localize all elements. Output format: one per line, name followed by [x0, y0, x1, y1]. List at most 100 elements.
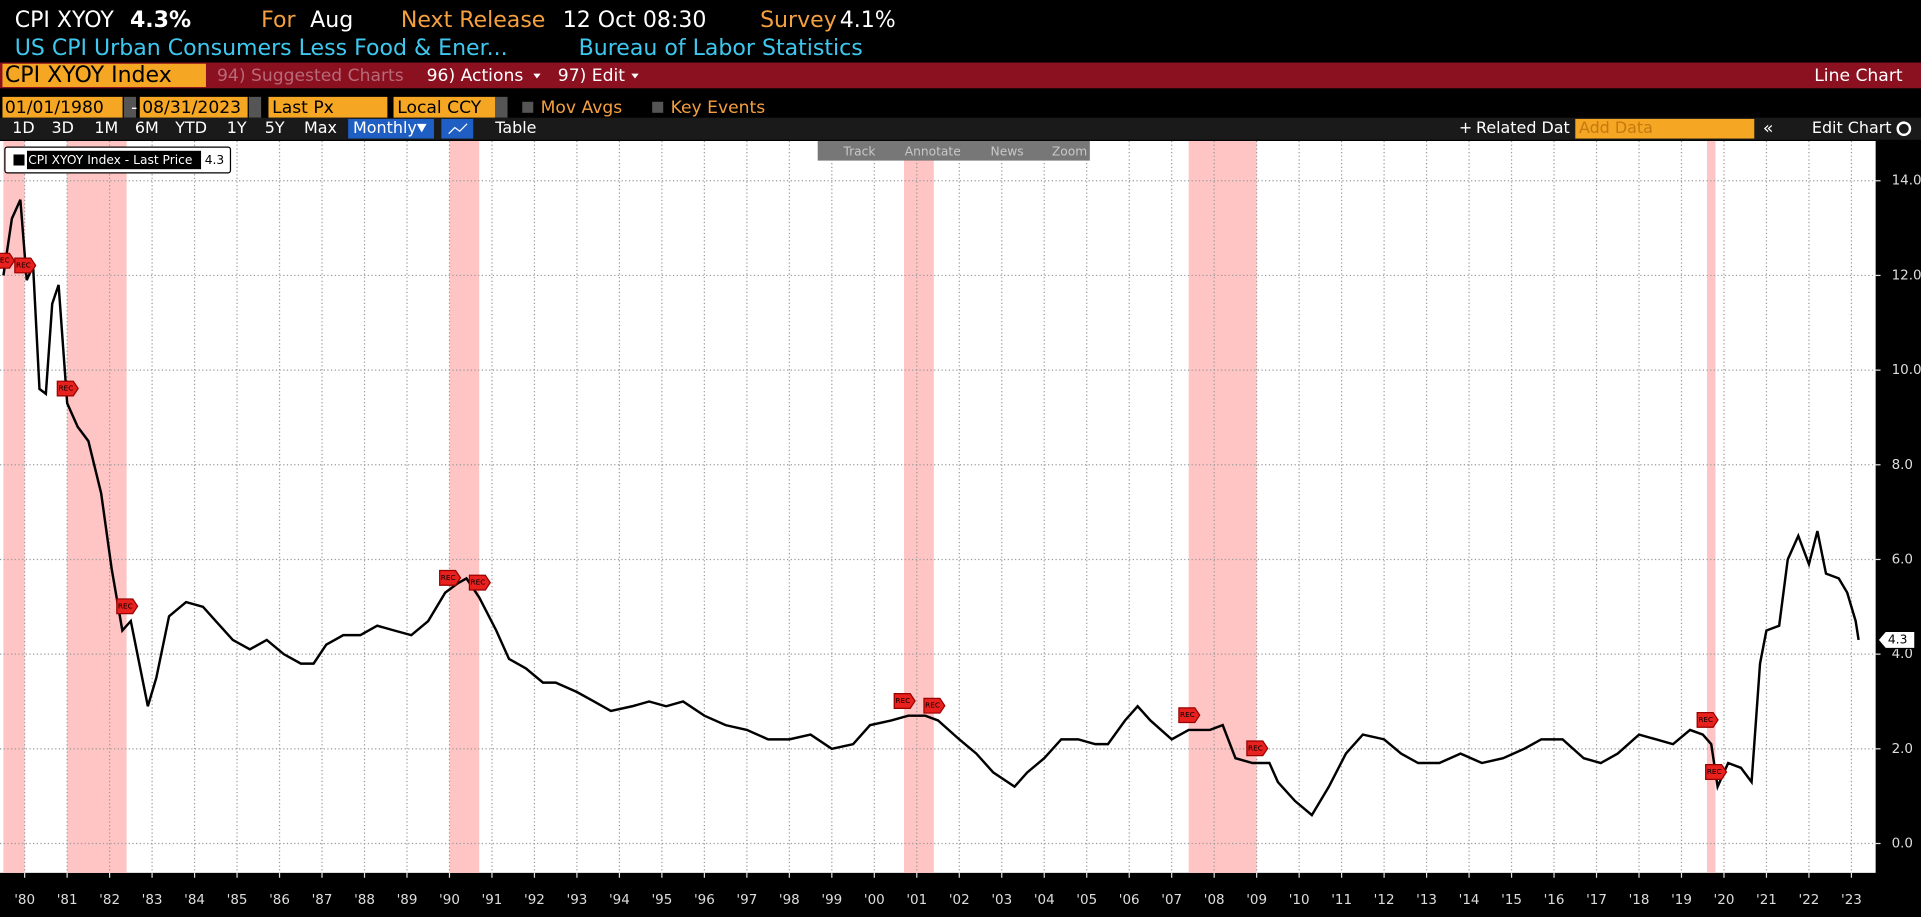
x-tick-label: '80 — [14, 892, 35, 908]
dropdown-arrow — [416, 123, 427, 133]
field[interactable]: Last Px — [272, 98, 334, 118]
x-tick-label: '10 — [1289, 892, 1310, 908]
period[interactable]: 1D — [12, 118, 34, 137]
checkbox[interactable] — [522, 101, 534, 113]
period[interactable]: 1Y — [227, 118, 247, 137]
rec-label: REC — [1180, 710, 1195, 719]
x-tick-label: '17 — [1586, 892, 1607, 908]
recession-band — [904, 140, 934, 873]
legend-label: CPI XYOY Index - Last Price — [28, 153, 192, 167]
tools-bar — [817, 140, 1090, 161]
rec-label: REC — [16, 260, 31, 269]
x-tick-label: '87 — [312, 892, 333, 908]
last: 4.3% — [130, 8, 191, 33]
view: Line Chart — [1814, 66, 1903, 86]
add-data-input[interactable] — [1575, 118, 1755, 139]
currency[interactable]: Local CCY — [397, 98, 482, 118]
x-tick-label: '00 — [864, 892, 885, 908]
command-bar: CPI XYOY Index 94) Suggested Charts 96) … — [0, 62, 1921, 89]
period[interactable]: YTD — [174, 118, 207, 137]
calendar[interactable] — [248, 96, 262, 118]
x-tick-label: '89 — [397, 892, 418, 908]
x-tick-label: '83 — [142, 892, 163, 908]
related[interactable]: Related Dat — [1476, 118, 1570, 137]
line — [2, 199, 1860, 817]
x-tick-label: '96 — [694, 892, 715, 908]
period[interactable]: 5Y — [265, 118, 285, 137]
start[interactable]: 01/01/1980 — [5, 98, 104, 118]
period[interactable]: 3D — [51, 118, 73, 137]
rec-label: REC — [1698, 715, 1713, 724]
legend-swatch — [13, 154, 25, 166]
rec-label: REC — [925, 701, 940, 710]
date-input[interactable] — [2, 96, 123, 118]
edit-chart[interactable]: Edit Chart — [1812, 118, 1892, 137]
checkbox[interactable] — [652, 101, 664, 113]
x-tick-label: '97 — [736, 892, 757, 908]
x-tick-label: '84 — [184, 892, 205, 908]
dropdown[interactable] — [495, 96, 508, 118]
rec-flag — [468, 574, 491, 591]
rec-flag — [1178, 707, 1201, 724]
chart-icon — [448, 123, 468, 135]
field-input[interactable] — [268, 96, 388, 118]
rec-flag — [1705, 764, 1728, 780]
rec-label: REC — [118, 601, 133, 610]
x-tick-label: '94 — [609, 892, 630, 908]
x-tick-label: '23 — [1841, 892, 1862, 908]
y-tick-label: 12.0 — [1892, 267, 1921, 283]
currency-input[interactable] — [393, 96, 496, 118]
menu-item[interactable]: 96) Actions — [427, 66, 524, 86]
table[interactable]: Table — [494, 118, 536, 137]
x-tick-label: '05 — [1076, 892, 1097, 908]
date-input[interactable] — [139, 96, 248, 118]
dropdown-arrow — [631, 73, 639, 79]
tool[interactable]: Zoom — [1052, 145, 1087, 159]
x-tick-label: '08 — [1204, 892, 1225, 908]
period[interactable]: 6M — [135, 118, 159, 137]
y-tick-label: 4.0 — [1892, 646, 1913, 662]
plus: + — [1459, 118, 1472, 137]
label: Survey — [760, 8, 837, 33]
x-tick-label: '82 — [99, 892, 120, 908]
x-tick-label: '22 — [1799, 892, 1820, 908]
period[interactable]: Max — [304, 118, 337, 137]
frequency-button[interactable] — [348, 118, 434, 139]
menu-item[interactable]: 97) Edit — [558, 66, 625, 86]
ticker: CPI XYOY — [15, 8, 115, 33]
mov-avgs[interactable]: Mov Avgs — [541, 98, 623, 118]
rec-flag — [923, 697, 946, 714]
x-tick-label: '06 — [1119, 892, 1140, 908]
end[interactable]: 08/31/2023 — [142, 98, 241, 118]
tool[interactable]: News — [991, 145, 1024, 159]
rec-label: REC — [1248, 743, 1263, 752]
rec-label: REC — [1707, 767, 1722, 776]
recession-band — [3, 140, 25, 873]
dropdown-arrow — [533, 73, 541, 79]
y-tick-label: 6.0 — [1892, 551, 1913, 567]
x-tick-label: '14 — [1459, 892, 1480, 908]
security[interactable]: CPI XYOY Index — [5, 63, 172, 88]
calendar[interactable] — [123, 96, 137, 118]
x-tick-label: '95 — [651, 892, 672, 908]
rec-flag — [116, 598, 139, 615]
settings-gear[interactable] — [1896, 121, 1912, 137]
frequency[interactable]: Monthly — [353, 118, 417, 137]
tool[interactable]: Annotate — [905, 145, 961, 159]
recession-band — [1706, 140, 1716, 873]
key-events[interactable]: Key Events — [671, 98, 766, 118]
recession-band — [449, 140, 480, 873]
collapse[interactable]: « — [1763, 119, 1774, 139]
rec-label: REC — [471, 578, 486, 587]
tool[interactable]: Track — [842, 145, 876, 159]
rec-label: REC — [0, 256, 10, 265]
recession-band — [67, 140, 127, 873]
label: For — [261, 8, 296, 33]
period[interactable]: 1M — [94, 118, 118, 137]
x-tick-label: '92 — [524, 892, 545, 908]
menu-item[interactable]: 94) Suggested Charts — [217, 66, 404, 86]
add-data[interactable]: Add Data — [1579, 118, 1653, 137]
toolbar: Monthly Table + Related Dat Add Data « E… — [0, 117, 1921, 140]
security-input[interactable] — [2, 63, 206, 88]
